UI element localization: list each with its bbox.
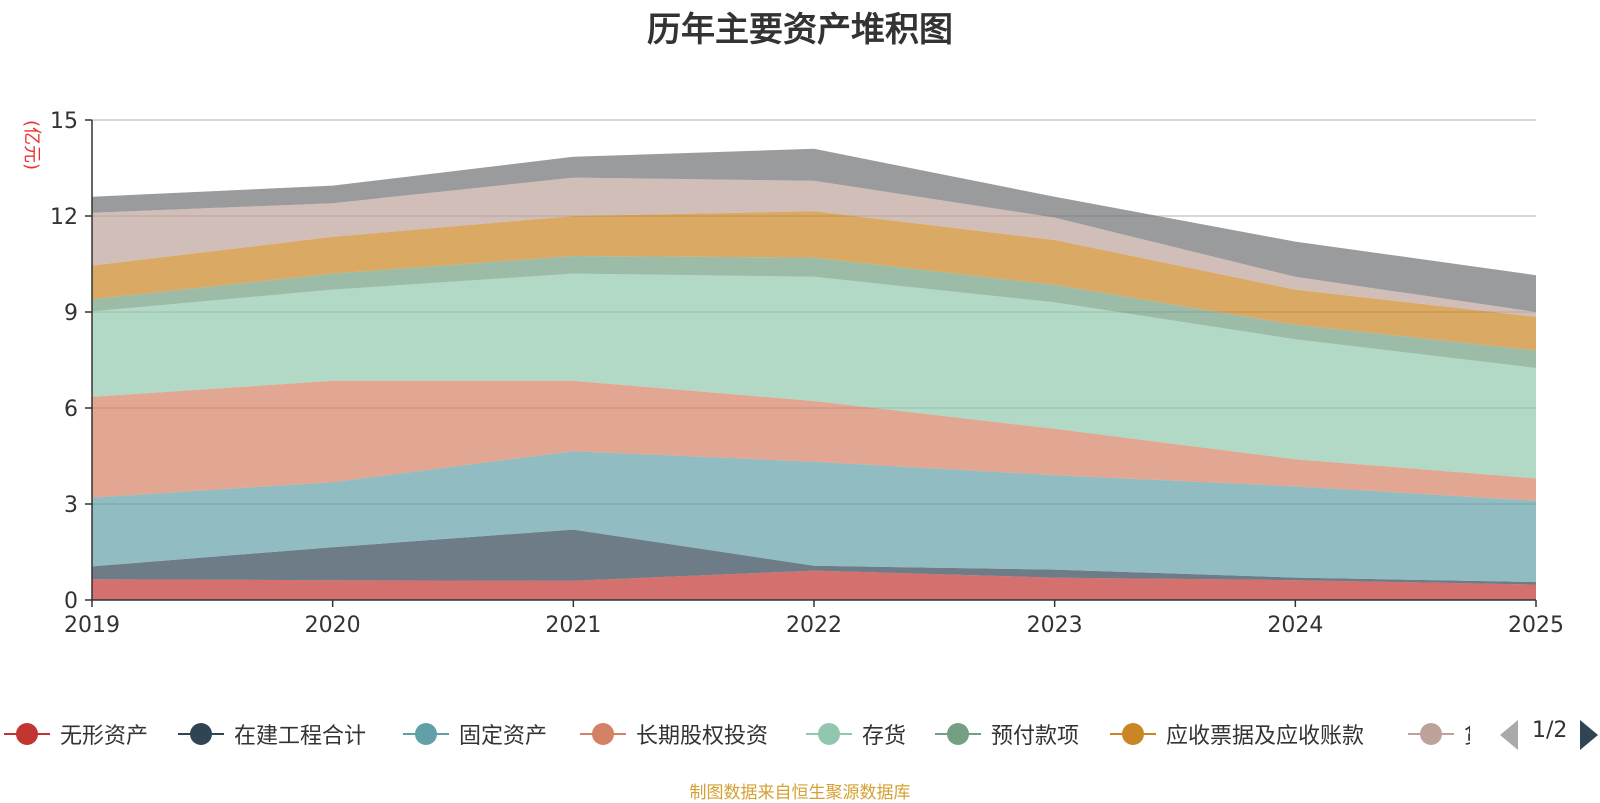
y-axis-unit-label: (亿元) <box>21 120 42 171</box>
legend-label: 无形资产 <box>60 724 149 749</box>
legend-item-cash[interactable]: 货 <box>1408 716 1470 752</box>
legend-marker-icon <box>178 723 224 745</box>
legend-item-intangible-assets[interactable]: 无形资产 <box>4 716 148 752</box>
legend-marker-icon <box>935 723 981 745</box>
legend-item-fixed-assets[interactable]: 固定资产 <box>403 716 547 752</box>
y-tick-label: 15 <box>50 109 78 134</box>
data-source-note: 制图数据来自恒生聚源数据库 <box>689 783 911 803</box>
legend-label: 预付款项 <box>991 724 1080 749</box>
y-tick-label: 6 <box>64 397 78 422</box>
x-tick-label: 2024 <box>1267 613 1323 638</box>
legend-marker-icon <box>806 723 852 745</box>
legend-label: 固定资产 <box>459 724 548 749</box>
y-tick-label: 9 <box>64 301 78 326</box>
next-page-icon[interactable] <box>1580 720 1598 750</box>
x-tick-label: 2025 <box>1508 613 1564 638</box>
legend-marker-icon <box>580 723 626 745</box>
legend-label: 在建工程合计 <box>234 724 367 749</box>
prev-page-icon[interactable] <box>1500 720 1518 750</box>
legend-marker-icon <box>1110 723 1156 745</box>
legend-item-inventory[interactable]: 存货 <box>806 716 906 752</box>
area-series-其他 <box>92 148 1536 312</box>
legend-label: 货 <box>1464 718 1470 750</box>
legend-marker-icon <box>1408 723 1454 745</box>
legend-item-long-term-equity[interactable]: 长期股权投资 <box>580 716 768 752</box>
x-tick-label: 2023 <box>1027 613 1083 638</box>
legend-item-receivables[interactable]: 应收票据及应收账款 <box>1110 716 1364 752</box>
x-tick-label: 2019 <box>64 613 120 638</box>
area-series-存货 <box>92 273 1536 479</box>
legend-label: 存货 <box>862 724 907 749</box>
chart-title: 历年主要资产堆积图 <box>647 10 953 50</box>
legend: 无形资产 在建工程合计 固定资产 长期股权投资 存货 预付款 <box>0 716 1470 752</box>
area-series-应收票据及应收账款 <box>92 211 1536 351</box>
y-tick-label: 3 <box>64 493 78 518</box>
legend-item-prepayments[interactable]: 预付款项 <box>935 716 1079 752</box>
legend-marker-icon <box>403 723 449 745</box>
area-series-货币资金 <box>92 177 1536 317</box>
area-series-无形资产 <box>92 570 1536 600</box>
x-tick-label: 2022 <box>786 613 842 638</box>
x-tick-label: 2021 <box>545 613 601 638</box>
y-tick-label: 12 <box>50 205 78 230</box>
y-tick-label: 0 <box>64 589 78 614</box>
axes: 0 3 6 9 12 15 2019 2020 2021 2022 2023 2024 2025 <box>50 109 1564 638</box>
x-tick-label: 2020 <box>305 613 361 638</box>
area-series-长期股权投资 <box>92 380 1536 501</box>
area-series <box>92 148 1536 600</box>
legend-label: 长期股权投资 <box>636 724 769 749</box>
legend-item-construction-in-progress[interactable]: 在建工程合计 <box>178 716 366 752</box>
stacked-area-chart: 0 3 6 9 12 15 2019 2020 2021 2022 2023 2024 2025 <box>50 109 1564 638</box>
legend-page-indicator: 1/2 <box>1532 718 1568 743</box>
legend-label: 应收票据及应收账款 <box>1166 724 1365 749</box>
legend-pager: 1/2 <box>1498 718 1600 752</box>
legend-marker-icon <box>4 723 50 745</box>
area-series-固定资产 <box>92 451 1536 583</box>
area-series-在建工程合计 <box>92 529 1536 585</box>
